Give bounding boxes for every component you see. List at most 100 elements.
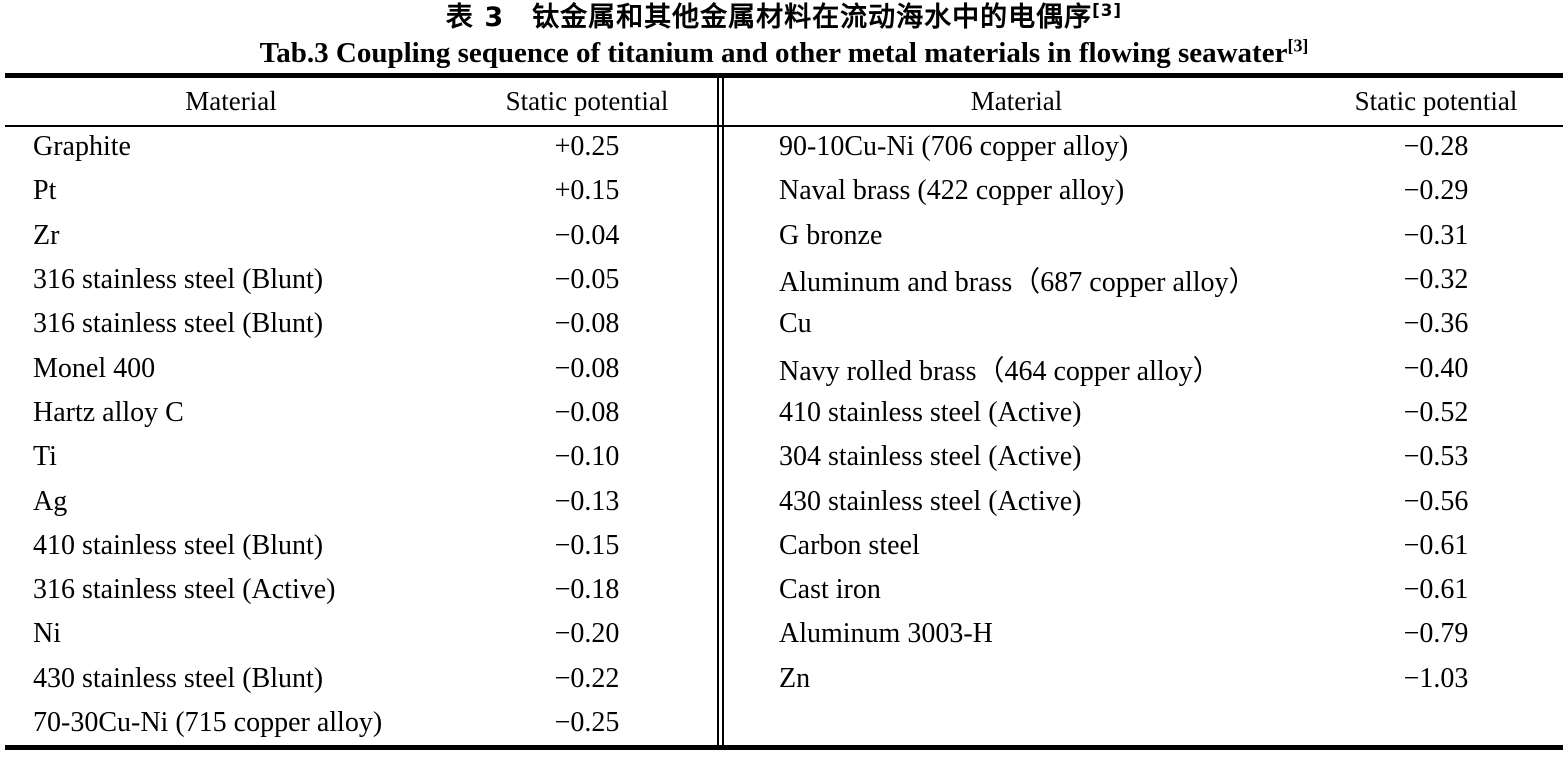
table-row: 316 stainless steel (Blunt) −0.05 [5,258,717,302]
table-left: Material Static potential Graphite +0.25 P… [5,78,717,745]
material-cell: Navy rolled brass（464 copper alloy） [779,355,1221,387]
static-potential-cell: −0.32 [1403,264,1469,296]
header-underline [5,125,1563,127]
citation-ref-zh: [3] [1092,0,1123,20]
static-potential-cell: −0.20 [554,618,620,650]
static-potential-cell: −0.04 [554,219,620,251]
static-potential-cell: −1.03 [1403,662,1469,694]
table-row: Zr −0.04 [5,214,717,258]
material-cell: Aluminum 3003-H [779,618,993,650]
static-potential-cell: −0.79 [1403,618,1469,650]
material-cell: 316 stainless steel (Blunt) [33,308,324,340]
static-potential-cell: −0.40 [1403,352,1469,384]
static-potential-cell: −0.22 [554,662,620,694]
static-potential-cell: −0.36 [1403,308,1469,340]
header-row: Material Static potential [724,78,1563,125]
table-right-half: Material Static potential 90-10Cu-Ni (70… [724,78,1563,745]
table-row: 430 stainless steel (Active) −0.56 [724,479,1563,523]
material-cell: Cu [779,308,812,340]
static-potential-cell: −0.61 [1403,574,1469,606]
static-potential-cell: −0.18 [554,574,620,606]
material-cell: Ag [33,485,68,517]
table-caption-en-text: Tab.3 Coupling sequence of titanium and … [259,37,1288,69]
table-row: 316 stainless steel (Blunt) −0.08 [5,302,717,346]
table-row: Aluminum 3003-H −0.79 [724,612,1563,656]
table-row: Ti −0.10 [5,435,717,479]
table-row: Cast iron −0.61 [724,568,1563,612]
static-potential-cell: −0.08 [554,308,620,340]
material-cell: Zn [779,662,811,694]
table-row: Graphite +0.25 [5,125,717,169]
citation-ref-en: [3] [1287,35,1309,56]
header-row: Material Static potential [5,78,717,125]
table-row: Navy rolled brass（464 copper alloy） −0.40 [724,346,1563,390]
static-potential-cell: −0.29 [1403,175,1469,207]
table-row: 316 stainless steel (Active) −0.18 [5,568,717,612]
table-row: G bronze −0.31 [724,214,1563,258]
table-row: Monel 400 −0.08 [5,346,717,390]
material-cell: 316 stainless steel (Active) [33,574,336,606]
static-potential-cell: −0.08 [554,352,620,384]
static-potential-cell: −0.25 [554,707,620,738]
table-row: Naval brass (422 copper alloy) −0.29 [724,169,1563,213]
material-cell: Ti [33,441,57,473]
double-vertical-divider [717,78,724,746]
table-row: 410 stainless steel (Blunt) −0.15 [5,524,717,568]
table-row: 70-30Cu-Ni (715 copper alloy) −0.25 [5,701,717,745]
material-cell: Cast iron [779,574,881,606]
column-header-material: Material [185,86,277,116]
static-potential-cell: −0.15 [554,529,620,561]
table-left-half: Material Static potential Graphite +0.25 P… [5,78,717,745]
static-potential-cell: −0.31 [1403,219,1469,251]
table-row: 410 stainless steel (Active) −0.52 [724,391,1563,435]
static-potential-cell: −0.10 [554,441,620,473]
material-cell: Carbon steel [779,529,920,561]
static-potential-cell: −0.56 [1403,485,1469,517]
material-cell: 70-30Cu-Ni (715 copper alloy) [33,707,383,738]
column-header-material: Material [970,86,1063,116]
table-row: Carbon steel −0.61 [724,524,1563,568]
static-potential-cell: −0.53 [1403,441,1469,473]
material-cell: Ni [33,618,61,650]
column-header-static-potential: Static potential [505,86,669,116]
static-potential-cell: −0.52 [1403,396,1469,428]
table-row: Zn −1.03 [724,657,1563,701]
table-right: Material Static potential 90-10Cu-Ni (70… [724,78,1563,701]
table-row: Aluminum and brass（687 copper alloy） −0.3… [724,258,1563,302]
static-potential-cell: −0.28 [1403,131,1469,163]
table-row: Ni −0.20 [5,612,717,656]
material-cell: Graphite [33,131,131,163]
material-cell: 316 stainless steel (Blunt) [33,264,324,296]
table-row: Ag −0.13 [5,479,717,523]
static-potential-cell: −0.61 [1403,529,1469,561]
material-cell: Naval brass (422 copper alloy) [779,175,1125,207]
material-cell: 410 stainless steel (Active) [779,396,1082,428]
table-left-body: Graphite +0.25 Pt +0.15 Zr −0.04 316 stainless… [5,125,717,745]
table-row: Cu −0.36 [724,302,1563,346]
coupling-sequence-table: Material Static potential Graphite +0.25 P… [5,73,1563,751]
material-cell: 430 stainless steel (Blunt) [33,662,324,694]
material-cell: Aluminum and brass（687 copper alloy） [779,267,1257,299]
material-cell: Monel 400 [33,352,156,384]
material-cell: Hartz alloy C [33,396,184,428]
table-row: Pt +0.15 [5,169,717,213]
material-cell: 430 stainless steel (Active) [779,485,1082,517]
table-row: 430 stainless steel (Blunt) −0.22 [5,657,717,701]
static-potential-cell: +0.15 [554,175,620,207]
table-right-body: 90-10Cu-Ni (706 copper alloy) −0.28 Naval … [724,125,1563,701]
static-potential-cell: −0.05 [554,264,620,296]
material-cell: Zr [33,219,60,251]
static-potential-cell: −0.13 [554,485,620,517]
material-cell: Pt [33,175,57,207]
column-header-static-potential: Static potential [1354,86,1518,116]
static-potential-cell: −0.08 [554,396,620,428]
material-cell: 410 stainless steel (Blunt) [33,529,324,561]
table-row: 90-10Cu-Ni (706 copper alloy) −0.28 [724,125,1563,169]
table-caption-en: Tab.3 Coupling sequence of titanium and … [0,36,1568,72]
table-row: Hartz alloy C −0.08 [5,391,717,435]
table-caption-zh-text: 表 3 钛金属和其他金属材料在流动海水中的电偶序 [445,2,1093,33]
material-cell: 90-10Cu-Ni (706 copper alloy) [779,131,1129,163]
static-potential-cell: +0.25 [554,131,620,163]
table-row: 304 stainless steel (Active) −0.53 [724,435,1563,479]
